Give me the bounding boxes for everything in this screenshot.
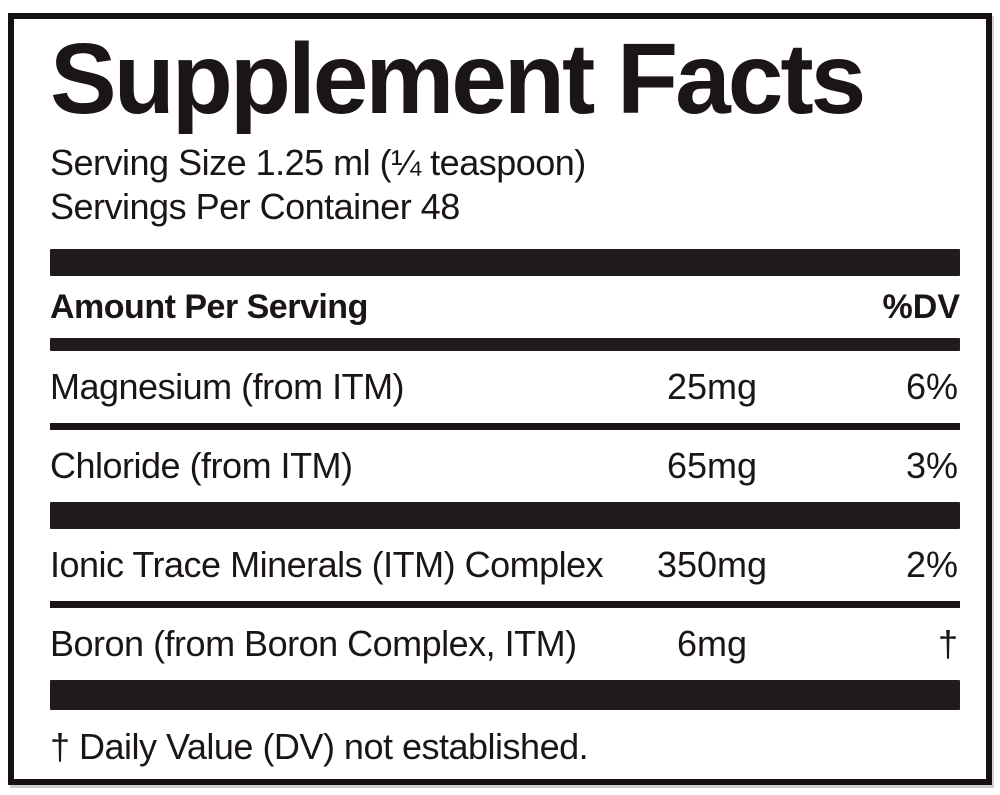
serving-info: Serving Size 1.25 ml (¼ teaspoon) Servin… [50,141,960,229]
amount-per-serving-label: Amount Per Serving [50,287,368,326]
divider-thick-middle [50,502,960,529]
nutrient-row-magnesium: Magnesium (from ITM) 25mg 6% [50,351,960,423]
nutrient-name: Ionic Trace Minerals (ITM) Complex [50,544,604,585]
nutrient-dv: † [937,623,958,664]
nutrient-amount: 65mg [666,445,758,486]
nutrient-amount: 350mg [656,544,768,585]
divider-medium-header [50,338,960,351]
serving-size-line: Serving Size 1.25 ml (¼ teaspoon) [50,142,586,183]
panel-title: Supplement Facts [50,23,866,135]
nutrient-dv: 6% [905,366,958,407]
divider-thin-1 [50,423,960,430]
daily-value-footnote: † Daily Value (DV) not established. [50,726,589,767]
percent-dv-label: %DV [882,287,960,326]
nutrient-name: Boron (from Boron Complex, ITM) [50,623,577,664]
divider-thick-top [50,249,960,276]
servings-per-container-line: Servings Per Container 48 [50,186,460,227]
divider-thin-2 [50,601,960,608]
divider-thick-bottom [50,680,960,710]
nutrient-amount: 25mg [666,366,758,407]
nutrient-dv: 3% [905,445,958,486]
nutrient-row-chloride: Chloride (from ITM) 65mg 3% [50,430,960,502]
nutrient-name: Chloride (from ITM) [50,445,353,486]
nutrient-amount: 6mg [676,623,748,664]
column-header-row: Amount Per Serving %DV [50,276,960,338]
nutrient-name: Magnesium (from ITM) [50,366,405,407]
nutrient-row-ionic-trace-minerals: Ionic Trace Minerals (ITM) Complex 350mg… [50,529,960,601]
nutrient-row-boron: Boron (from Boron Complex, ITM) 6mg † [50,608,960,680]
supplement-facts-panel: Supplement Facts Serving Size 1.25 ml (¼… [8,13,992,785]
nutrient-dv: 2% [905,544,958,585]
